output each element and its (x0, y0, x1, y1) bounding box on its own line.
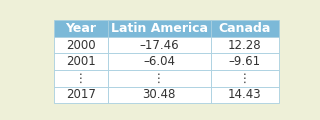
Bar (108, 54, 211, 70)
Text: –17.46: –17.46 (139, 39, 179, 52)
Text: 2001: 2001 (66, 55, 95, 68)
Bar (108, 70, 211, 87)
Bar (108, 87, 211, 103)
Text: Year: Year (65, 22, 96, 35)
Text: –6.04: –6.04 (143, 55, 175, 68)
Text: ⋮: ⋮ (239, 72, 251, 85)
Text: 2017: 2017 (66, 88, 96, 101)
Text: 30.48: 30.48 (142, 88, 176, 101)
Bar (54, 20, 108, 37)
Bar (108, 37, 211, 54)
Text: –9.61: –9.61 (229, 55, 261, 68)
Bar (211, 54, 279, 70)
Bar (211, 20, 279, 37)
Bar (211, 37, 279, 54)
Bar (54, 87, 108, 103)
Text: Canada: Canada (219, 22, 271, 35)
Text: ⋮: ⋮ (153, 72, 165, 85)
Text: 12.28: 12.28 (228, 39, 262, 52)
Text: 14.43: 14.43 (228, 88, 262, 101)
Bar (54, 70, 108, 87)
Text: Latin America: Latin America (111, 22, 208, 35)
Text: 2000: 2000 (66, 39, 95, 52)
Bar (211, 87, 279, 103)
Text: ⋮: ⋮ (75, 72, 86, 85)
Bar (108, 20, 211, 37)
Bar (54, 54, 108, 70)
Bar (54, 37, 108, 54)
Bar (211, 70, 279, 87)
